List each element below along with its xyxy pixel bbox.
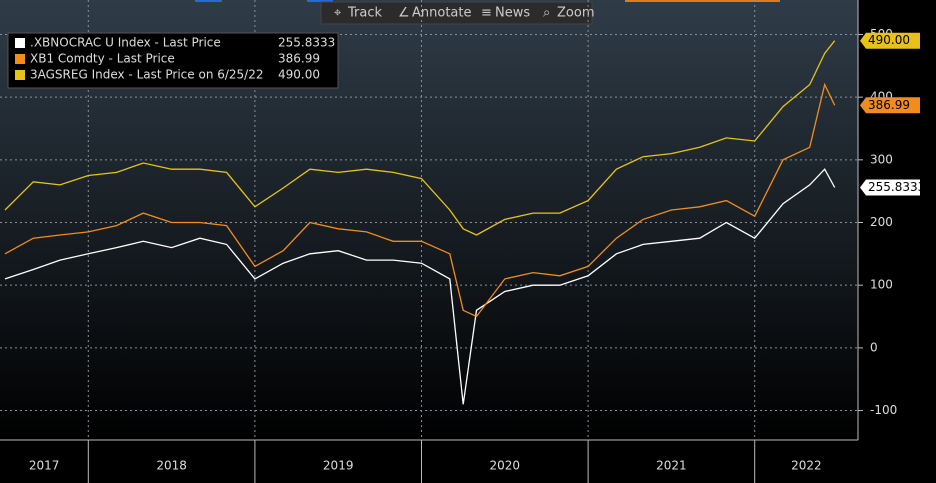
toolbar-button[interactable]: News — [495, 6, 530, 21]
value-tag — [860, 179, 920, 196]
toolbar-button[interactable]: Zoom — [557, 6, 594, 21]
toolbar: ⌖ Track ∠ Annotate ≡ News ⌕ Zoom — [320, 1, 594, 25]
legend-box — [7, 32, 339, 89]
y-tick-label: 0 — [870, 340, 878, 354]
toolbar-button[interactable]: Track — [347, 6, 382, 21]
value-tag-label: 490.00 — [868, 33, 910, 47]
y-tick-label: -100 — [870, 403, 897, 417]
toolbar-icon: ⌖ — [334, 6, 342, 21]
legend-value: 490.00 — [278, 68, 320, 82]
toolbar-icon: ≡ — [481, 6, 492, 21]
x-tick-label: 2018 — [156, 459, 187, 473]
value-tag — [860, 97, 920, 114]
legend-swatch — [15, 54, 25, 64]
series-line — [4, 82, 836, 318]
value-tag — [860, 32, 920, 49]
y-tick-label: 100 — [870, 278, 893, 292]
x-tick-label: 2022 — [791, 459, 822, 473]
legend-swatch — [15, 70, 25, 80]
x-tick-label: 2017 — [29, 459, 60, 473]
top-tab — [625, 0, 780, 2]
legend: .XBNOCRAC U Index - Last Price 255.8333 XB… — [7, 32, 339, 89]
x-tick-label: 2021 — [656, 459, 687, 473]
right-axis — [858, 0, 936, 483]
legend-label: 3AGSREG Index - Last Price on 6/25/22 — [30, 68, 264, 82]
legend-swatch — [15, 38, 25, 48]
toolbar-bg — [320, 1, 593, 25]
x-tick-label: 2020 — [490, 459, 521, 473]
series-line — [4, 168, 836, 405]
legend-label: XB1 Comdty - Last Price — [30, 52, 175, 66]
toolbar-icon: ⌕ — [543, 6, 550, 21]
value-tag-label: 255.8333 — [868, 180, 925, 194]
legend-value: 255.8333 — [278, 36, 335, 50]
x-tick-label: 2019 — [323, 459, 354, 473]
legend-label: .XBNOCRAC U Index - Last Price — [30, 36, 221, 50]
value-tag-label: 386.99 — [868, 98, 910, 112]
y-tick-label: 300 — [870, 152, 893, 166]
toolbar-button[interactable]: Annotate — [412, 6, 471, 21]
legend-value: 386.99 — [278, 52, 320, 66]
top-tab — [195, 0, 222, 2]
top-tab — [307, 0, 333, 2]
series-line — [4, 40, 836, 236]
toolbar-icon: ∠ — [398, 6, 410, 21]
y-tick-label: 200 — [870, 215, 893, 229]
